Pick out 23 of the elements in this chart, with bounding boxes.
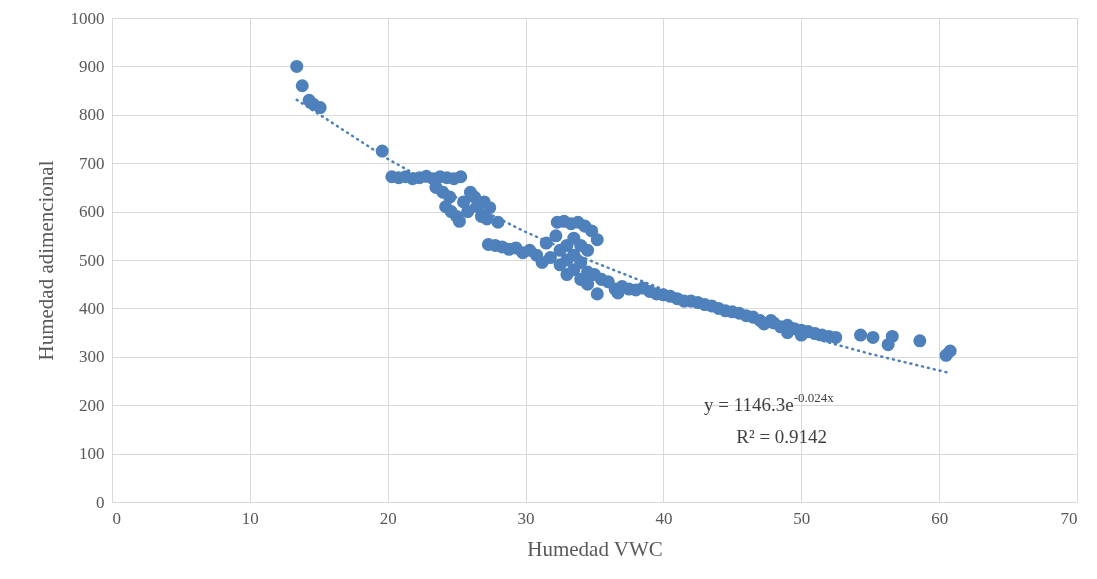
line-series [295,98,951,375]
y-tick-label: 900 [79,56,105,76]
x-tick-label: 20 [379,508,397,528]
y-tick-label: 800 [79,105,105,125]
y-tick-label: 700 [79,153,105,173]
y-axis-title: Humedad adimencional [33,160,58,361]
y-tick-label: 200 [79,395,105,415]
x-tick-label: 30 [517,508,535,528]
y-tick-label: 100 [79,444,105,464]
x-tick-label: 0 [112,508,121,528]
x-tick-label: 10 [241,508,259,528]
y-tick-label: 0 [96,492,105,512]
y-tick-label: 600 [79,202,105,222]
y-tick-label: 1000 [70,8,105,28]
x-tick-label: 50 [793,508,811,528]
y-tick-label: 400 [79,298,105,318]
x-axis-title: Humedad VWC [527,536,663,561]
x-tick-label: 70 [1060,508,1078,528]
annotation: R² = 0.9142 [736,425,828,447]
x-tick-label: 60 [931,508,949,528]
y-tick-label: 300 [79,347,105,367]
y-tick-label: 500 [79,250,105,270]
x-tick-label: 40 [655,508,673,528]
